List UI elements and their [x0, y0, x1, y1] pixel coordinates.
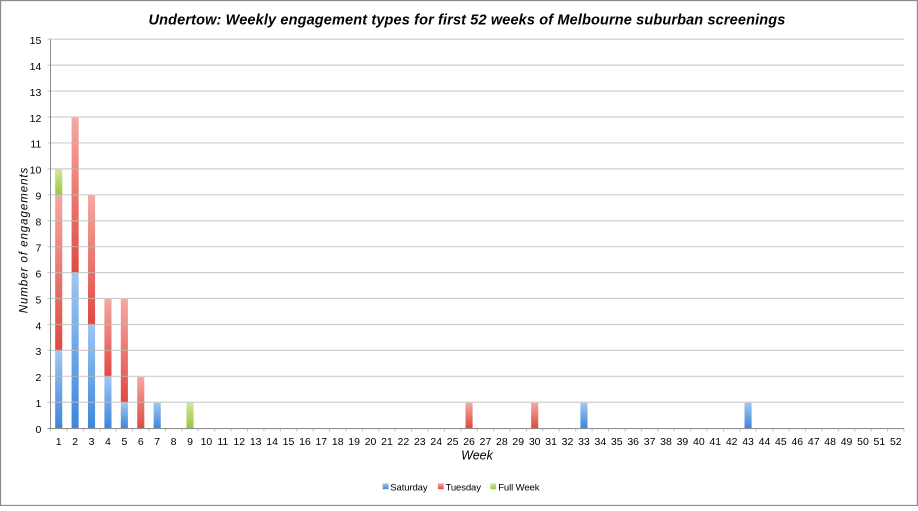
svg-text:30: 30 — [529, 436, 541, 448]
svg-text:10: 10 — [201, 436, 213, 448]
svg-text:16: 16 — [299, 436, 311, 448]
svg-text:0: 0 — [35, 424, 41, 436]
svg-text:21: 21 — [381, 436, 393, 448]
svg-text:41: 41 — [709, 436, 721, 448]
svg-text:Tuesday: Tuesday — [446, 482, 482, 493]
svg-text:Saturday: Saturday — [390, 482, 428, 493]
svg-text:45: 45 — [775, 436, 787, 448]
svg-text:24: 24 — [430, 436, 442, 448]
svg-text:32: 32 — [562, 436, 574, 448]
svg-text:36: 36 — [627, 436, 639, 448]
svg-text:17: 17 — [315, 436, 327, 448]
svg-text:34: 34 — [595, 436, 607, 448]
svg-text:9: 9 — [35, 191, 41, 203]
svg-text:14: 14 — [266, 436, 278, 448]
svg-text:49: 49 — [841, 436, 853, 448]
svg-text:10: 10 — [30, 165, 42, 177]
svg-text:25: 25 — [447, 436, 459, 448]
svg-text:35: 35 — [611, 436, 623, 448]
svg-text:43: 43 — [742, 436, 754, 448]
svg-text:28: 28 — [496, 436, 508, 448]
svg-text:22: 22 — [398, 436, 410, 448]
svg-text:18: 18 — [332, 436, 344, 448]
svg-text:37: 37 — [644, 436, 656, 448]
svg-text:6: 6 — [35, 268, 41, 280]
svg-text:9: 9 — [187, 436, 193, 448]
svg-text:7: 7 — [154, 436, 160, 448]
svg-text:29: 29 — [512, 436, 524, 448]
svg-text:47: 47 — [808, 436, 820, 448]
svg-text:39: 39 — [677, 436, 689, 448]
svg-text:38: 38 — [660, 436, 672, 448]
svg-text:2: 2 — [35, 372, 41, 384]
svg-text:13: 13 — [30, 87, 42, 99]
svg-text:40: 40 — [693, 436, 705, 448]
svg-text:4: 4 — [105, 436, 111, 448]
svg-text:52: 52 — [890, 436, 902, 448]
svg-text:1: 1 — [56, 436, 62, 448]
svg-text:15: 15 — [30, 35, 42, 47]
svg-text:51: 51 — [874, 436, 886, 448]
svg-text:7: 7 — [35, 242, 41, 254]
svg-text:Number of engagements: Number of engagements — [19, 167, 31, 314]
svg-text:46: 46 — [791, 436, 803, 448]
svg-text:11: 11 — [30, 139, 41, 151]
svg-text:3: 3 — [89, 436, 95, 448]
svg-text:15: 15 — [283, 436, 295, 448]
svg-text:8: 8 — [35, 217, 41, 229]
svg-text:Full Week: Full Week — [498, 482, 540, 493]
svg-text:23: 23 — [414, 436, 426, 448]
svg-text:33: 33 — [578, 436, 590, 448]
svg-text:11: 11 — [217, 436, 228, 448]
svg-text:48: 48 — [824, 436, 836, 448]
svg-text:13: 13 — [250, 436, 262, 448]
svg-text:26: 26 — [463, 436, 475, 448]
svg-text:19: 19 — [348, 436, 360, 448]
svg-text:1: 1 — [35, 398, 41, 410]
svg-text:Undertow: Weekly engagement ty: Undertow: Weekly engagement types for fi… — [149, 13, 786, 29]
svg-text:4: 4 — [35, 320, 41, 332]
svg-text:5: 5 — [35, 294, 41, 306]
svg-text:8: 8 — [171, 436, 177, 448]
svg-text:3: 3 — [35, 346, 41, 358]
svg-text:14: 14 — [30, 61, 42, 73]
svg-text:20: 20 — [365, 436, 377, 448]
svg-text:44: 44 — [759, 436, 771, 448]
svg-text:27: 27 — [480, 436, 492, 448]
svg-text:42: 42 — [726, 436, 738, 448]
svg-text:2: 2 — [72, 436, 78, 448]
svg-text:31: 31 — [545, 436, 557, 448]
svg-text:12: 12 — [30, 113, 42, 125]
svg-text:50: 50 — [857, 436, 869, 448]
svg-text:5: 5 — [121, 436, 127, 448]
svg-text:Week: Week — [461, 449, 493, 463]
svg-text:6: 6 — [138, 436, 144, 448]
svg-text:12: 12 — [233, 436, 245, 448]
